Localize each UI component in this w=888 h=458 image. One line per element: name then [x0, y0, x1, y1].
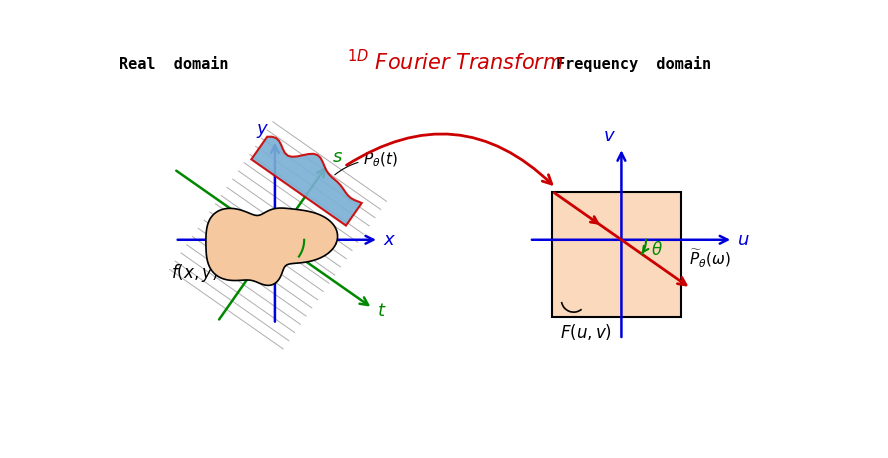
Text: $s$: $s$	[332, 148, 343, 166]
Bar	[552, 192, 681, 317]
Polygon shape	[251, 137, 361, 226]
Text: $\theta$: $\theta$	[309, 240, 321, 257]
Text: $f(x,y)$: $f(x,y)$	[171, 262, 218, 284]
Polygon shape	[206, 208, 337, 285]
Text: $y$: $y$	[256, 121, 269, 140]
Text: $t$: $t$	[377, 302, 386, 320]
Text: Real  domain: Real domain	[119, 57, 229, 72]
Text: $v$: $v$	[603, 127, 615, 145]
Text: $u$: $u$	[737, 231, 749, 249]
Text: $^{1D}$ Fourier Transform: $^{1D}$ Fourier Transform	[347, 49, 563, 74]
Text: Frequency  domain: Frequency domain	[556, 56, 711, 72]
Text: $x$: $x$	[383, 231, 396, 249]
Text: $\widetilde{P}_{\theta}(\omega)$: $\widetilde{P}_{\theta}(\omega)$	[689, 247, 731, 269]
Text: $F(u,v)$: $F(u,v)$	[559, 322, 612, 342]
FancyArrowPatch shape	[346, 134, 551, 184]
Text: $P_{\theta}(t)$: $P_{\theta}(t)$	[335, 151, 398, 175]
Text: $\theta$: $\theta$	[651, 241, 662, 259]
